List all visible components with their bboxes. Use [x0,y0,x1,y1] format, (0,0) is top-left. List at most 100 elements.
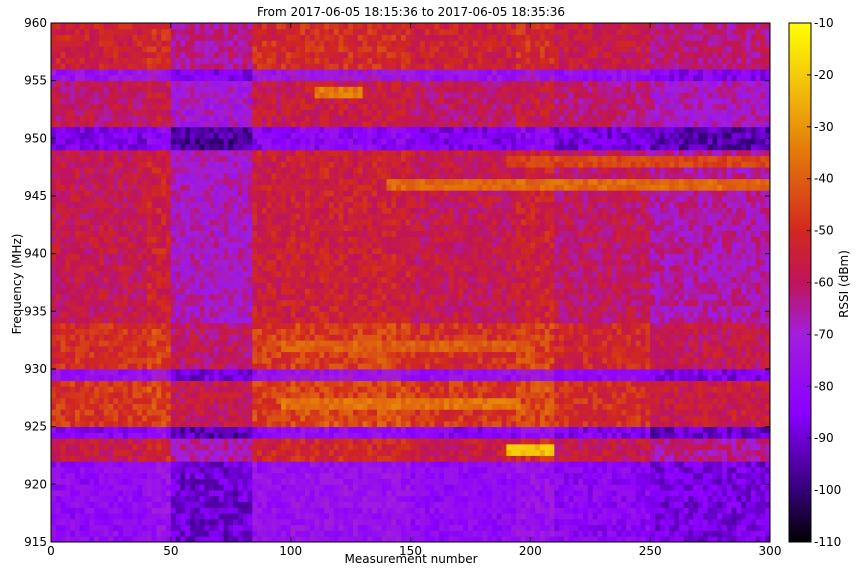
heatmap-cell [549,490,555,497]
heatmap-cell [89,472,95,479]
heatmap-cell [209,432,215,439]
heatmap-cell [424,392,431,399]
heatmap-cell [549,420,555,428]
heatmap-cell [448,536,455,543]
heatmap-cell [194,530,200,537]
heatmap-cell [448,501,455,508]
heatmap-cell [463,472,469,479]
heatmap-cell [218,397,224,404]
heatmap-cell [515,536,522,543]
heatmap-cell [415,478,421,485]
heatmap-cell [707,403,713,410]
heatmap-cell [142,501,148,508]
heatmap-cell [736,507,742,514]
heatmap-cell [362,461,368,468]
heatmap-cell [765,374,771,381]
heatmap-cell [376,536,383,543]
heatmap-cell [746,518,752,526]
heatmap-cell [530,426,536,433]
heatmap-cell [702,524,709,531]
heatmap-cell [511,351,517,358]
heatmap-cell [626,392,632,399]
heatmap-cell [583,530,589,537]
heatmap-cell [348,415,354,422]
heatmap-cell [108,351,114,358]
heatmap-cell [664,357,670,364]
heatmap-cell [156,449,162,456]
heatmap-cell [338,490,344,497]
heatmap-cell [611,357,618,364]
heatmap-cell [544,495,550,503]
heatmap-cell [161,409,167,416]
heatmap-cell [635,443,641,451]
heatmap-cell [400,369,407,376]
heatmap-cell [587,351,594,358]
heatmap-cell [142,467,148,474]
heatmap-cell [765,426,771,433]
heatmap-cell [271,501,277,508]
heatmap-cell [74,397,81,404]
heatmap-cell [190,467,196,474]
heatmap-cell [137,438,143,445]
heatmap-cell [659,536,665,543]
heatmap-cell [400,524,407,531]
heatmap-cell [683,386,689,393]
heatmap-cell [683,455,689,462]
heatmap-cell [84,536,90,543]
heatmap-cell [496,369,502,376]
heatmap-cell [746,392,752,399]
heatmap-cell [94,432,100,439]
heatmap-cell [726,403,733,410]
heatmap-cell [51,518,57,526]
heatmap-cell [530,403,536,410]
heatmap-cell [717,426,723,433]
heatmap-cell [765,420,771,428]
heatmap-cell [137,449,143,456]
heatmap-cell [391,472,397,479]
heatmap-cell [84,386,90,393]
heatmap-cell [405,455,411,462]
heatmap-cell [712,415,718,422]
heatmap-cell [319,409,325,416]
heatmap-cell [213,438,220,445]
heatmap-cell [530,472,536,479]
heatmap-cell [180,351,186,358]
heatmap-cell [333,426,339,433]
heatmap-cell [396,374,402,381]
heatmap-cell [396,392,402,399]
heatmap-cell [74,536,81,543]
heatmap-cell [381,461,387,468]
heatmap-cell [65,392,71,399]
heatmap-cell [276,397,282,404]
heatmap-cell [506,420,512,428]
heatmap-cell [271,426,277,433]
heatmap-cell [611,443,618,451]
heatmap-cell [707,455,713,462]
heatmap-cell [94,351,100,358]
heatmap-cell [650,403,656,410]
heatmap-cell [698,420,704,428]
heatmap-cell [271,374,277,381]
heatmap-cell [448,432,455,439]
heatmap-cell [79,374,85,381]
heatmap-cell [74,403,81,410]
heatmap-cell [583,461,589,468]
heatmap-cell [391,495,397,503]
heatmap-cell [156,403,162,410]
heatmap-cell [698,530,704,537]
heatmap-cell [602,530,608,537]
heatmap-cell [482,472,488,479]
heatmap-cell [352,426,359,433]
heatmap-cell [156,513,162,520]
heatmap-cell [276,392,282,399]
heatmap-cell [535,455,541,462]
heatmap-cell [626,374,632,381]
heatmap-cell [664,449,670,456]
heatmap-cell [266,409,272,416]
heatmap-cell [51,392,57,399]
heatmap-cell [573,386,579,393]
heatmap-cell [501,524,507,531]
heatmap-cell [391,403,397,410]
heatmap-cell [180,443,186,451]
heatmap-cell [266,495,272,503]
